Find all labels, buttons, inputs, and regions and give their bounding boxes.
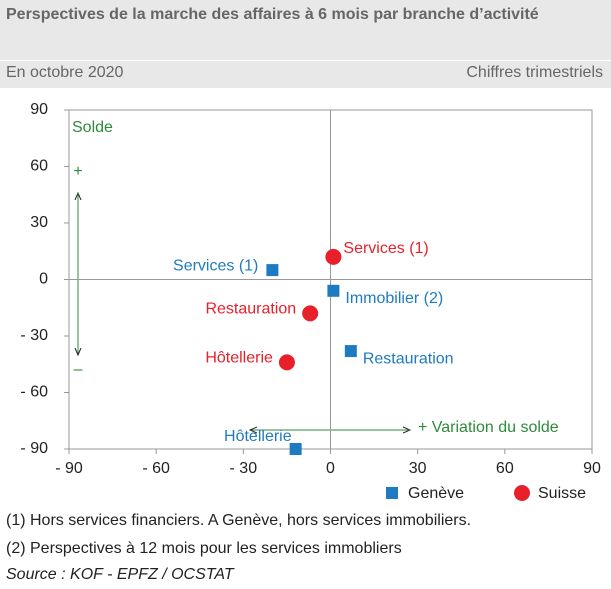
legend-label: Suisse xyxy=(538,485,586,502)
y-tick-label: 30 xyxy=(30,214,48,231)
source: Source : KOF - EPFZ / OCSTAT xyxy=(6,566,234,583)
y-tick-label: - 60 xyxy=(20,384,48,401)
point xyxy=(344,345,357,358)
legend-marker xyxy=(386,487,398,499)
divider xyxy=(0,60,611,61)
legend-label: Genève xyxy=(408,485,464,502)
x-tick-label: 90 xyxy=(583,460,601,477)
footnote: (2) Perspectives à 12 mois pour les serv… xyxy=(6,540,402,557)
axis-label: + Variation du solde xyxy=(418,419,559,436)
y-tick-label: 60 xyxy=(30,158,48,175)
point-label: Immobilier (2) xyxy=(345,290,443,307)
point xyxy=(327,284,340,297)
point-label: Restauration xyxy=(363,350,454,367)
point xyxy=(266,264,279,277)
axis-label: Solde xyxy=(72,119,113,136)
point xyxy=(325,248,342,265)
x-tick-label: 30 xyxy=(409,460,427,477)
title: Perspectives de la marche des affaires à… xyxy=(6,6,539,23)
point-label: Hôtellerie xyxy=(224,428,292,445)
point xyxy=(302,305,319,322)
point xyxy=(278,354,295,371)
point-label: Hôtellerie xyxy=(205,350,273,367)
x-tick-label: - 60 xyxy=(142,460,170,477)
x-tick-label: - 30 xyxy=(230,460,258,477)
chart: Solde + – + Variation du solde 90 60 30 0 - … xyxy=(20,101,601,502)
header: Perspectives de la marche des affaires à… xyxy=(0,0,611,88)
y-tick-label: - 90 xyxy=(20,440,48,457)
note: Chiffres trimestriels xyxy=(466,64,603,81)
annotation: – xyxy=(74,361,83,378)
x-tick-label: 0 xyxy=(326,460,335,477)
annotation: + xyxy=(73,163,82,180)
legend-marker xyxy=(514,485,530,501)
y-tick-label: 90 xyxy=(30,101,48,118)
point-label: Restauration xyxy=(205,301,296,318)
footnote: (1) Hors services financiers. A Genève, … xyxy=(6,512,472,529)
point xyxy=(289,443,302,455)
y-tick-label: - 30 xyxy=(20,327,48,344)
subtitle: En octobre 2020 xyxy=(6,64,124,81)
point-label: Services (1) xyxy=(343,240,428,257)
x-tick-label: - 90 xyxy=(55,460,83,477)
x-tick-label: 60 xyxy=(496,460,514,477)
y-tick-label: 0 xyxy=(39,271,48,288)
point-label: Services (1) xyxy=(173,257,258,274)
